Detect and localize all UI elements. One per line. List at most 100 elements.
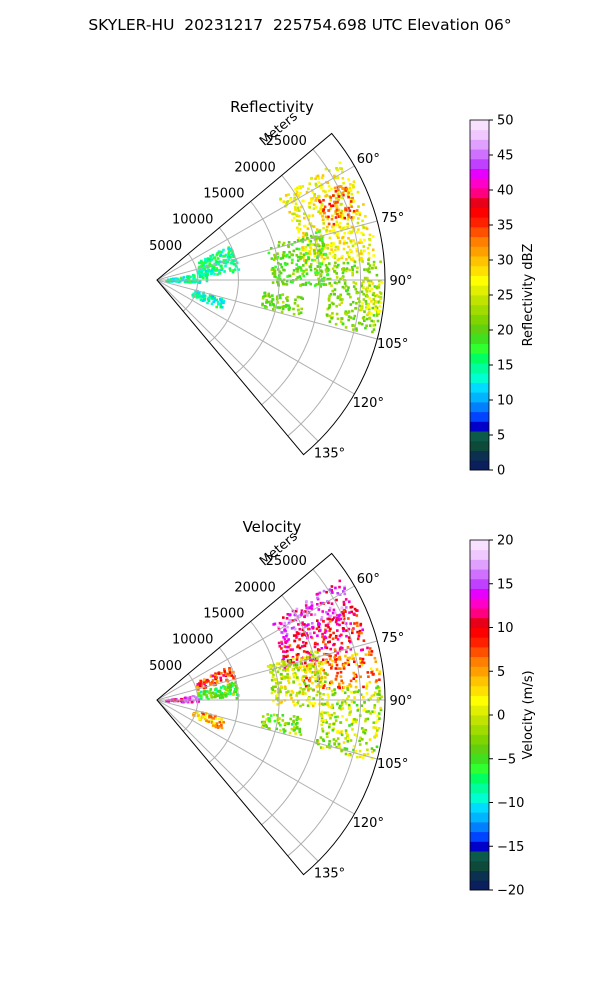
echo-gate [272, 699, 275, 703]
echo-gate [300, 664, 303, 668]
echo-gate [315, 240, 318, 243]
echo-gate [317, 277, 320, 281]
echo-gate [304, 262, 308, 266]
echo-gate [345, 241, 349, 245]
echo-gate [267, 717, 270, 720]
colorbar-segment [470, 676, 489, 687]
echo-gate [355, 734, 358, 738]
echo-gate [328, 262, 331, 265]
echo-gate [276, 693, 279, 697]
echo-gate [203, 717, 207, 721]
echo-gate [270, 671, 274, 674]
echo-gate [282, 636, 285, 639]
echo-gate [212, 267, 215, 270]
echo-gate [279, 296, 282, 300]
echo-gate [352, 285, 356, 288]
echo-gate [345, 267, 349, 270]
echo-gate [374, 721, 378, 724]
range-ring [261, 594, 321, 826]
echo-gate [310, 702, 313, 705]
echo-gate [377, 699, 380, 703]
echo-gate [202, 686, 206, 690]
echo-gate [372, 721, 376, 724]
echo-gate [340, 196, 343, 200]
echo-gate [311, 688, 315, 692]
echo-gate [173, 699, 177, 703]
echo-gate [343, 282, 347, 285]
echo-gate [354, 306, 358, 310]
echo-gate [316, 679, 320, 682]
echo-gate [301, 621, 304, 624]
echo-gate [288, 613, 291, 617]
echo-gate [235, 697, 239, 700]
echo-gate [363, 238, 366, 242]
echo-gate [192, 277, 196, 280]
echo-gate [206, 301, 209, 305]
echo-gate [332, 194, 335, 197]
echo-gate [294, 188, 297, 191]
echo-gate [226, 672, 230, 676]
colorbar-tick-label: 25 [497, 289, 514, 304]
echo-gate [296, 701, 299, 705]
echo-gate [299, 205, 303, 209]
colorbar-segment [470, 275, 489, 286]
echo-gate [325, 313, 329, 316]
echo-gate [290, 253, 293, 256]
colorbar-segment [470, 236, 489, 247]
echo-gate [208, 294, 212, 298]
echo-gate [356, 190, 360, 194]
colorbar-segment [470, 588, 489, 599]
echo-gate [306, 252, 310, 255]
echo-gate [299, 733, 303, 736]
echo-gate [343, 240, 346, 243]
echo-gate [373, 710, 377, 714]
echo-gate [304, 604, 308, 607]
echo-gate [283, 254, 287, 257]
echo-gate [360, 631, 363, 635]
colorbar-segment [470, 460, 489, 471]
echo-gate [338, 303, 341, 306]
echo-gate [212, 722, 216, 725]
echo-gate [371, 673, 375, 676]
echo-gate [322, 640, 325, 644]
colorbar-segment [470, 540, 489, 551]
echo-gate [368, 647, 372, 650]
echo-gate [345, 269, 348, 273]
echo-gate [299, 704, 302, 708]
echo-gate [316, 603, 319, 606]
echo-gate [271, 266, 275, 270]
echo-gate [336, 671, 339, 675]
echo-gate [328, 714, 331, 717]
echo-gate [296, 722, 299, 725]
echo-gate [311, 258, 314, 262]
echo-gate [372, 328, 376, 331]
echo-gate [364, 653, 368, 656]
echo-gate [301, 248, 304, 251]
echo-gate [200, 271, 203, 274]
echo-gate [311, 236, 314, 239]
echo-gate [273, 256, 277, 259]
echo-gate [304, 661, 307, 665]
echo-gate [351, 628, 354, 632]
echo-gate [323, 631, 327, 634]
echo-gate [323, 257, 326, 261]
echo-gate [355, 209, 359, 212]
echo-gate [379, 260, 382, 264]
echo-gate [332, 616, 336, 619]
echo-gate [370, 671, 373, 674]
echo-gate [297, 653, 300, 656]
echo-gate [348, 249, 352, 253]
echo-gate [317, 623, 320, 626]
echo-gate [281, 300, 285, 304]
echo-gate [364, 300, 368, 303]
echo-gate [296, 676, 299, 679]
echo-gate [211, 294, 215, 298]
echo-gate [293, 302, 297, 305]
echo-gate [287, 679, 290, 682]
echo-gate [261, 724, 265, 728]
echo-gate [329, 207, 332, 210]
echo-gate [263, 294, 266, 298]
echo-gate [318, 230, 321, 233]
echo-gate [347, 703, 351, 707]
echo-gate [371, 750, 374, 754]
